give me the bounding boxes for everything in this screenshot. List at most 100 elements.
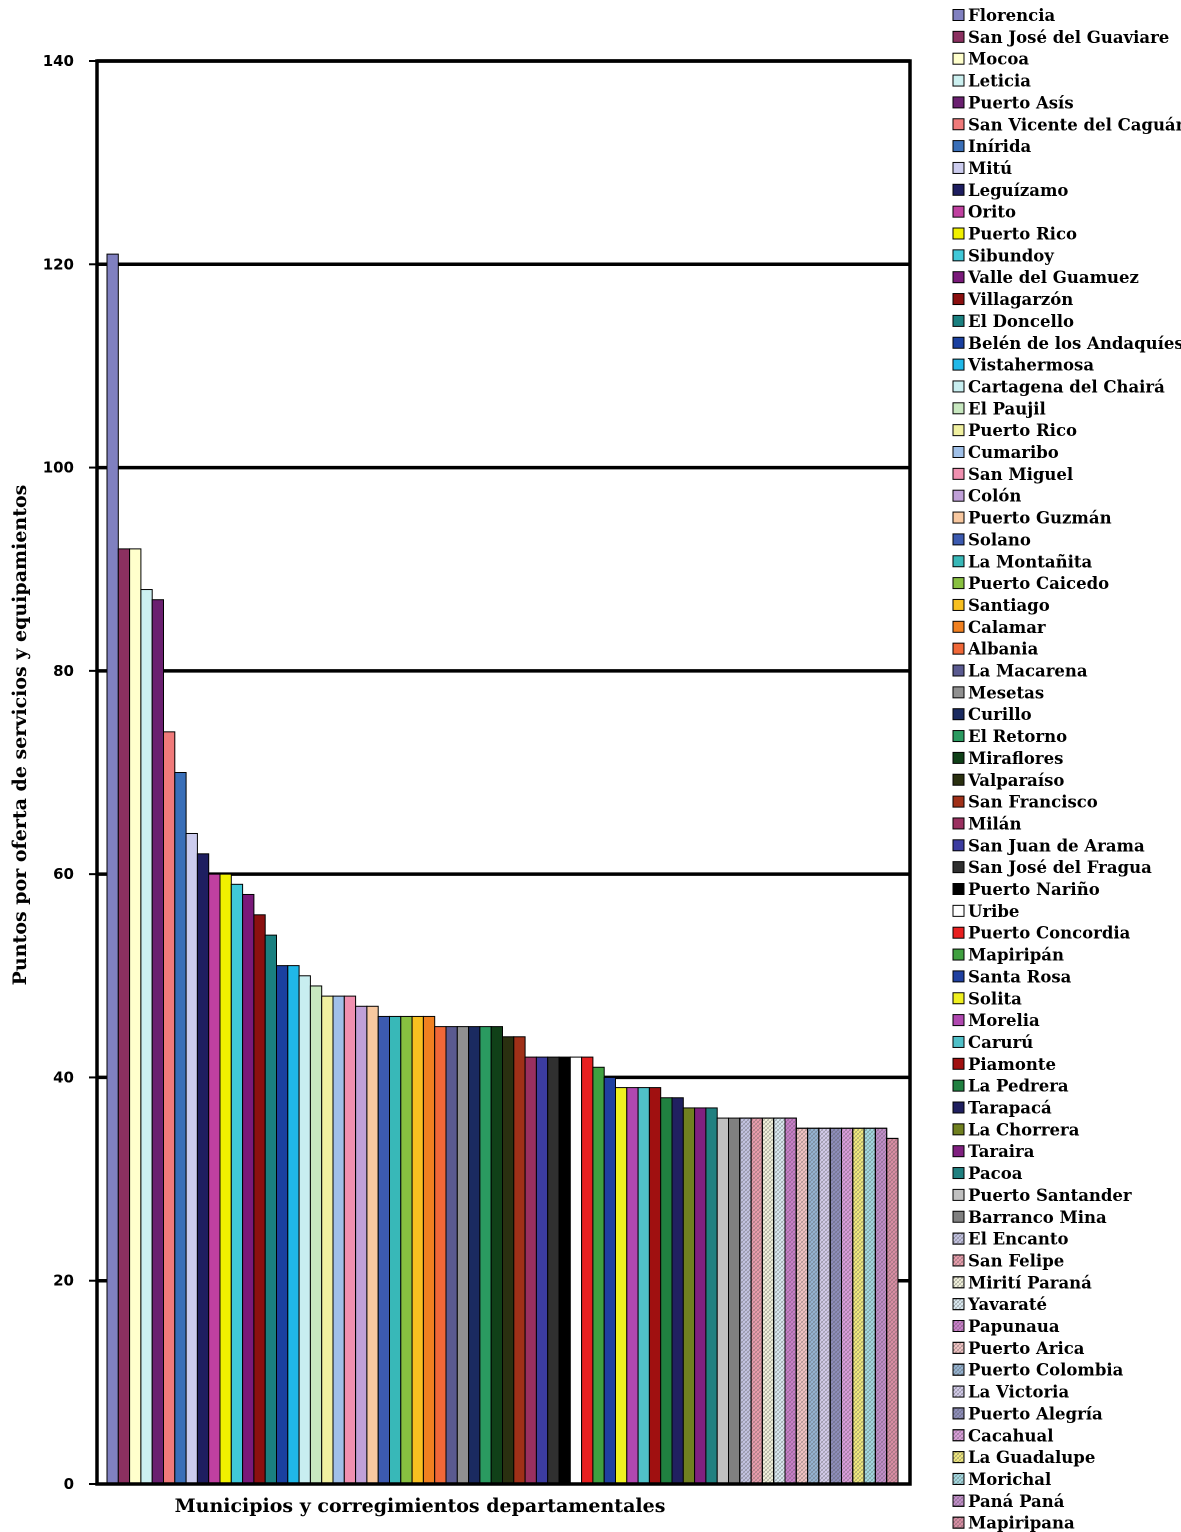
bars — [106, 253, 899, 1485]
legend-label: Orito — [968, 203, 1016, 222]
legend-label: Santiago — [968, 596, 1050, 615]
legend-swatch-hatch — [952, 1385, 965, 1398]
legend-label: Puerto Nariño — [968, 880, 1100, 899]
legend-label: La Chorrera — [968, 1120, 1080, 1139]
legend-label: Pacoa — [968, 1164, 1023, 1183]
legend-label: Puerto Rico — [968, 225, 1077, 244]
legend-label: Mirití Paraná — [968, 1273, 1092, 1292]
legend-swatch — [952, 664, 965, 677]
legend-label: Cartagena del Chairá — [968, 377, 1165, 396]
legend-label: La Montañita — [968, 552, 1093, 571]
bar-hatch — [761, 1117, 775, 1485]
legend-swatch — [952, 118, 965, 131]
bar — [253, 914, 266, 1485]
legend-swatch — [952, 926, 965, 939]
bar-hatch — [795, 1127, 809, 1485]
bar — [377, 1015, 391, 1485]
legend-swatch — [952, 52, 965, 65]
legend-label: Puerto Concordia — [968, 924, 1131, 943]
legend-label: La Victoria — [968, 1383, 1069, 1402]
legend-swatch — [952, 948, 965, 961]
legend-swatch-hatch — [952, 1254, 965, 1267]
legend-swatch-hatch — [952, 1298, 965, 1311]
bar — [140, 589, 153, 1485]
y-tick-label: 120 — [43, 255, 74, 273]
legend-swatch-hatch — [952, 1363, 965, 1376]
bar — [694, 1107, 707, 1485]
bar — [355, 1005, 368, 1485]
legend-label: Papunaua — [968, 1317, 1060, 1336]
bar — [468, 1026, 481, 1485]
bar — [615, 1087, 628, 1485]
x-axis-title: Municipios y corregimientos departamenta… — [175, 1495, 666, 1517]
bar — [389, 1015, 402, 1485]
bar — [163, 731, 176, 1485]
legend-label: Mesetas — [968, 683, 1044, 702]
legend-label: La Guadalupe — [968, 1448, 1095, 1467]
legend-swatch — [952, 1079, 965, 1092]
legend-label: Piamonte — [968, 1055, 1056, 1074]
bar-hatch — [807, 1127, 820, 1485]
legend-swatch — [952, 336, 965, 349]
bar — [705, 1107, 718, 1485]
legend-label: Mocoa — [968, 50, 1029, 69]
legend-swatch — [952, 598, 965, 611]
legend-label: Mapiripán — [968, 946, 1064, 965]
legend-label: Leguízamo — [968, 181, 1068, 200]
bar — [490, 1026, 504, 1485]
legend-label: San Juan de Arama — [968, 836, 1145, 855]
bar-hatch — [841, 1127, 854, 1485]
legend-label: San Francisco — [968, 793, 1098, 812]
legend-label: Tarapacá — [968, 1099, 1052, 1118]
bar — [569, 1056, 583, 1485]
bar — [592, 1066, 605, 1485]
legend-swatch — [952, 1123, 965, 1136]
bar — [287, 965, 300, 1485]
legend-swatch — [952, 817, 965, 830]
legend-label: Morichal — [968, 1470, 1051, 1489]
legend-label: San Felipe — [968, 1251, 1064, 1270]
bar — [479, 1026, 492, 1485]
legend-swatch — [952, 1145, 965, 1158]
legend-swatch — [952, 1167, 965, 1180]
bar — [445, 1026, 458, 1485]
y-tick-label: 20 — [53, 1272, 74, 1290]
legend-label: La Macarena — [968, 662, 1088, 681]
legend-swatch — [952, 1188, 965, 1201]
bar — [422, 1015, 436, 1485]
legend-label: Belén de los Andaquíes — [968, 334, 1181, 353]
legend-swatch-hatch — [952, 1516, 965, 1529]
legend-swatch — [952, 708, 965, 721]
legend-swatch — [952, 293, 965, 306]
legend-label: Puerto Guzmán — [968, 509, 1112, 528]
legend-swatch — [952, 861, 965, 874]
bar — [728, 1117, 741, 1485]
legend-label: Uribe — [968, 902, 1019, 921]
legend-swatch — [952, 642, 965, 655]
legend-label: Santa Rosa — [968, 967, 1072, 986]
legend-swatch-hatch — [952, 1494, 965, 1507]
legend-swatch — [952, 970, 965, 983]
legend-label: Mapiripana — [968, 1514, 1075, 1532]
legend-label: Valle del Guamuez — [967, 268, 1139, 287]
legend-label: San Miguel — [968, 465, 1073, 484]
legend-swatch — [952, 249, 965, 262]
legend-label: La Pedrera — [968, 1077, 1069, 1096]
legend-label: El Retorno — [968, 727, 1067, 746]
legend-label: Puerto Arica — [968, 1339, 1085, 1358]
legend-swatch — [952, 183, 965, 196]
legend-label: Yavaraté — [967, 1295, 1047, 1314]
bar-hatch — [818, 1127, 831, 1485]
legend-label: Cumaribo — [968, 443, 1059, 462]
bar — [151, 599, 164, 1485]
legend-label: Albania — [967, 640, 1039, 659]
bar — [660, 1097, 673, 1485]
legend: Florencia San José del Guaviare Mocoa Letic… — [952, 6, 1181, 1532]
bar-hatch — [773, 1117, 786, 1485]
legend-label: Puerto Rico — [968, 421, 1077, 440]
legend-label: El Paujil — [968, 399, 1046, 418]
legend-label: Calamar — [968, 618, 1046, 637]
legend-swatch — [952, 533, 965, 546]
bar-hatch — [874, 1127, 888, 1485]
